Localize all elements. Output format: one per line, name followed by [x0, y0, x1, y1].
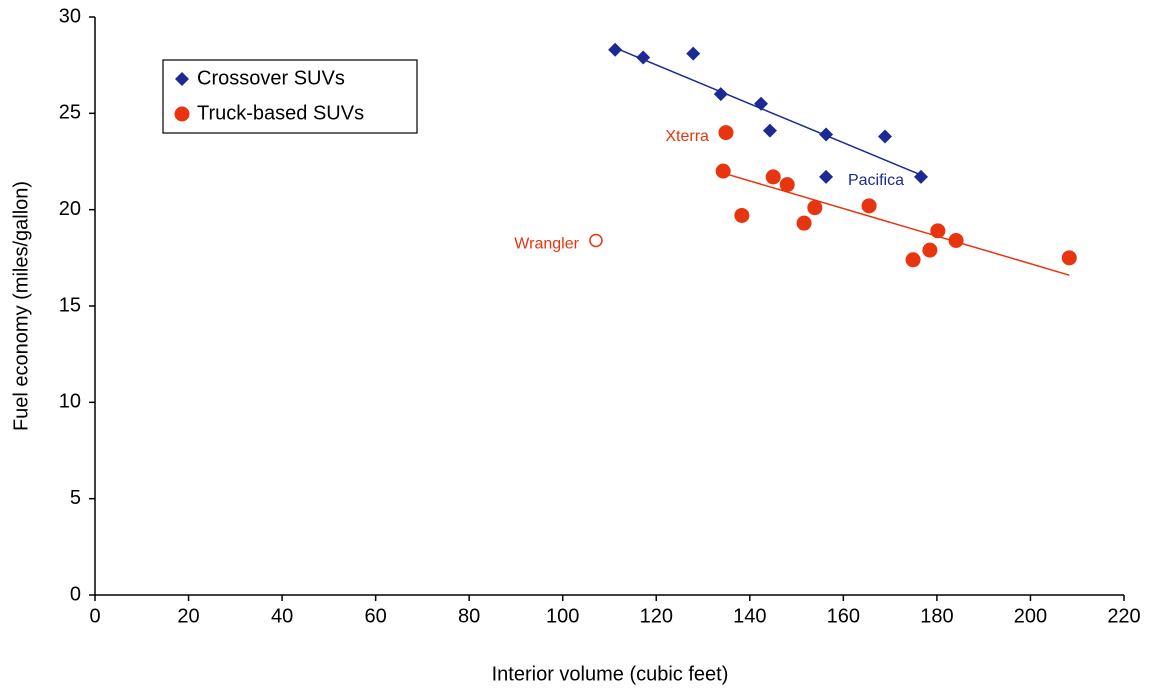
point — [762, 123, 777, 138]
point — [819, 169, 834, 184]
point — [754, 96, 769, 111]
x-tick-label: 140 — [733, 605, 766, 627]
point — [819, 127, 834, 142]
legend-marker — [174, 106, 190, 122]
point — [807, 200, 823, 216]
x-tick-label: 60 — [365, 605, 387, 627]
point — [914, 169, 929, 184]
point — [686, 46, 701, 61]
trend-line — [722, 172, 1070, 276]
point — [765, 169, 781, 185]
point — [715, 163, 731, 179]
y-tick-label: 25 — [59, 102, 81, 124]
point — [948, 232, 964, 248]
point — [734, 207, 750, 223]
x-tick-label: 0 — [89, 605, 100, 627]
point — [861, 198, 877, 214]
y-tick-label: 10 — [59, 391, 81, 413]
point-label: Xterra — [665, 128, 709, 145]
y-tick-label: 5 — [70, 487, 81, 509]
x-tick-label: 100 — [546, 605, 579, 627]
legend-box — [162, 59, 418, 134]
legend-label: Truck-based SUVs — [197, 102, 364, 124]
point — [608, 42, 623, 57]
point-label: Wrangler — [514, 236, 579, 253]
legend-marker — [175, 72, 189, 86]
y-tick-label: 0 — [70, 583, 81, 605]
point — [713, 87, 728, 102]
point — [718, 125, 734, 141]
x-axis-label: Interior volume (cubic feet) — [492, 663, 729, 685]
point — [905, 252, 921, 268]
point — [930, 223, 946, 239]
x-tick-label: 180 — [920, 605, 953, 627]
x-tick-label: 160 — [827, 605, 860, 627]
y-tick-label: 15 — [59, 294, 81, 316]
y-tick-label: 30 — [59, 5, 81, 27]
point — [877, 129, 892, 144]
point — [1061, 250, 1077, 266]
x-tick-label: 80 — [458, 605, 480, 627]
point — [636, 50, 651, 65]
x-tick-label: 20 — [177, 605, 199, 627]
point — [796, 215, 812, 231]
x-tick-label: 200 — [1014, 605, 1047, 627]
point — [589, 233, 603, 248]
x-tick-label: 120 — [640, 605, 673, 627]
x-tick-label: 40 — [271, 605, 293, 627]
point — [779, 177, 795, 193]
y-tick-label: 20 — [59, 198, 81, 220]
trend-line — [614, 47, 922, 176]
point — [922, 242, 938, 258]
x-tick-label: 220 — [1107, 605, 1140, 627]
point-label: Pacifica — [848, 172, 904, 189]
legend-label: Crossover SUVs — [197, 67, 345, 89]
y-axis-label: Fuel economy (miles/gallon) — [10, 181, 32, 431]
